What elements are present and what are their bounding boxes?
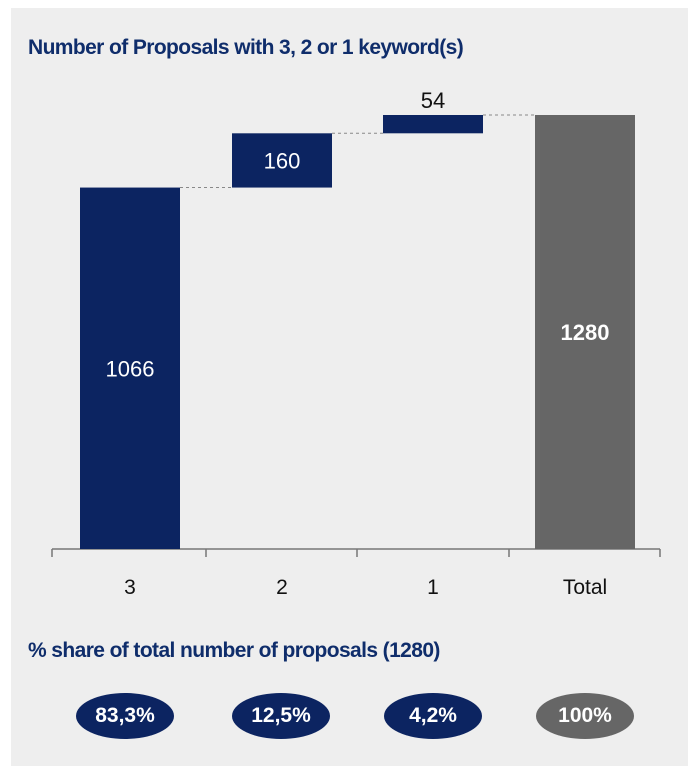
connector-lines [180,114,535,189]
data-label-2: 160 [264,148,301,173]
category-label-3: 3 [124,576,136,599]
share-pill-2-keywords: 12,5% [232,693,330,739]
share-pill-1-keyword: 4,2% [384,693,482,739]
bars [80,115,635,549]
bar-total [535,115,635,549]
category-labels: 3 2 1 Total [124,576,607,599]
data-label-total: 1280 [561,320,610,345]
data-label-1: 54 [421,88,445,113]
bar-1 [383,115,483,134]
data-labels: 1066 160 54 1280 [106,88,610,381]
category-label-2: 2 [276,576,288,599]
chart-title: Number of Proposals with 3, 2 or 1 keywo… [28,36,464,59]
category-label-total: Total [563,576,607,599]
bar-3 [80,187,180,549]
category-label-1: 1 [427,576,439,599]
bar-2 [232,133,332,188]
share-pill-total: 100% [536,693,634,739]
data-label-3: 1066 [106,356,155,381]
share-title: % share of total number of proposals (12… [28,639,440,662]
x-axis-ticks [51,549,661,557]
share-pill-3-keywords: 83,3% [76,693,174,739]
